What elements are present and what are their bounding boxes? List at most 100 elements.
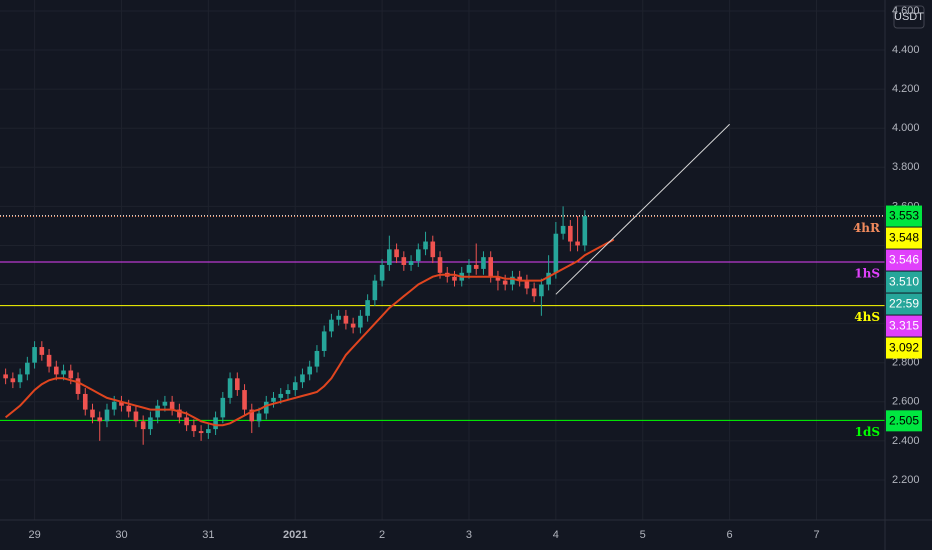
candle-body [17, 374, 23, 383]
currency[interactable]: USDT [894, 11, 924, 23]
level-name: 4hS [854, 310, 880, 324]
candle-body [546, 272, 551, 285]
candle-body [510, 276, 515, 285]
candle-body [502, 280, 508, 285]
price-label: 22:59 [889, 297, 919, 311]
candle-body [140, 421, 146, 430]
candle-body [553, 233, 559, 273]
y-tick-label: 2.200 [892, 474, 920, 486]
candle-body [235, 378, 240, 391]
level-name: 4hR [853, 221, 881, 235]
price-label: 2.505 [889, 414, 919, 428]
candle-body [61, 370, 66, 375]
x-tick-label: 4 [553, 529, 559, 541]
candle-body [169, 401, 175, 410]
y-tick-label: 4.600 [892, 5, 920, 17]
candle-body [321, 331, 327, 351]
candle-body [531, 288, 537, 297]
candle-body [314, 350, 320, 367]
y-tick-label: 3.800 [892, 161, 920, 173]
candle-body [387, 249, 392, 265]
candle-body [560, 225, 566, 234]
price-label: 3.553 [889, 209, 919, 223]
price-label-box [886, 293, 922, 315]
candle-body [473, 264, 479, 269]
price-label-box [886, 271, 922, 293]
candle-body [256, 413, 262, 422]
candle-body [191, 425, 197, 432]
x-tick-label: 2 [379, 529, 385, 541]
candle-body [466, 264, 472, 273]
candle-body [365, 300, 370, 316]
candle-body [423, 241, 428, 250]
candle-body [379, 264, 385, 281]
candle-body [524, 280, 530, 289]
candle-body [488, 257, 493, 277]
candle-body [97, 417, 103, 422]
candle-body [177, 409, 182, 418]
candle-body [90, 409, 95, 418]
price-label: 3.510 [889, 275, 919, 289]
price-label: 3.546 [889, 253, 919, 267]
candle-body [481, 257, 486, 269]
candle-body [539, 284, 544, 297]
candle-body [10, 378, 16, 383]
price-label-box [886, 205, 922, 227]
trendline [555, 123, 730, 295]
y-tick-label: 2.400 [892, 435, 920, 447]
x-tick-label: 6 [727, 529, 733, 541]
y-tick-label: 4.000 [892, 122, 920, 134]
x-tick-label: 7 [813, 529, 819, 541]
candle-body [39, 347, 45, 355]
candle-body [206, 429, 211, 434]
currency-box[interactable] [893, 5, 925, 29]
candle-body [162, 401, 168, 406]
candle-body [119, 401, 124, 406]
candle-body [46, 354, 52, 367]
candle-body [343, 315, 349, 324]
price-label-box [886, 410, 922, 432]
candle-body [358, 315, 363, 328]
price-label-box [886, 249, 922, 271]
candle-body [111, 401, 117, 410]
candle-body [263, 401, 269, 414]
candle-body [126, 405, 131, 412]
candle-body [249, 409, 255, 422]
candle-body [372, 280, 378, 301]
candle-body [75, 378, 81, 394]
y-tick-label: 4.400 [892, 44, 920, 56]
candle-body [220, 397, 226, 418]
price-label-box [886, 227, 922, 249]
candle-body [285, 390, 291, 394]
candle-body [350, 323, 356, 328]
candle-body [401, 257, 407, 265]
candle-body [25, 362, 30, 375]
candle-body [517, 276, 522, 281]
candle-body [300, 374, 305, 383]
price-label: 3.548 [889, 231, 919, 245]
candle-body [54, 366, 59, 375]
candle-body [452, 276, 457, 281]
x-tick-label: 31 [202, 529, 214, 541]
candle-body [32, 347, 37, 363]
candle-body [329, 319, 334, 332]
candle-body [582, 216, 588, 246]
candle-body [242, 390, 247, 410]
candle-body [495, 276, 501, 281]
candle-body [133, 411, 139, 422]
price-label-box [886, 315, 922, 337]
candle-body [408, 261, 414, 265]
y-tick-label: 4.200 [892, 83, 920, 95]
candle-body [198, 431, 204, 434]
y-tick-label: 2.600 [892, 396, 920, 408]
price-label: 3.315 [889, 319, 919, 333]
candle-body [568, 225, 573, 242]
candle-body [437, 257, 443, 273]
candle-body [292, 382, 298, 391]
candle-body [68, 370, 74, 379]
candle-body [104, 409, 110, 422]
candle-body [430, 241, 436, 258]
x-tick-label: 3 [466, 529, 472, 541]
